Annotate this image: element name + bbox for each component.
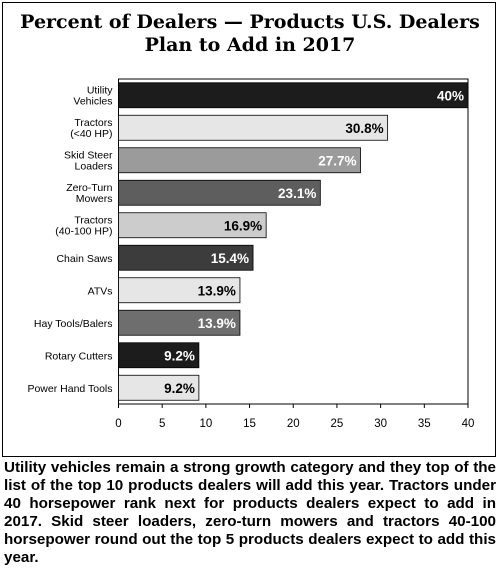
category-label-8: Hay Tools/Balers	[34, 318, 113, 330]
x-tick-label-6: 25	[331, 418, 344, 430]
bar-2	[118, 114, 389, 141]
bar-3	[118, 147, 361, 174]
category-label-4-line-2: Mowers	[76, 193, 113, 205]
category-label-7: ATVs	[88, 285, 113, 297]
bar-4	[118, 179, 321, 206]
category-label-9: Rotary Cutters	[45, 350, 113, 362]
category-label-1-line-1: Utility	[87, 84, 113, 96]
x-tick-label-5: 20	[287, 418, 300, 430]
data-label-6: 15.4%	[211, 251, 249, 266]
data-label-7: 13.9%	[198, 283, 236, 298]
bar-9	[118, 342, 200, 369]
x-tick-label-7: 30	[374, 418, 387, 430]
x-tick-label-1: 0	[115, 418, 121, 430]
x-tick-label-9: 40	[462, 418, 475, 430]
data-label-10: 9.2%	[164, 381, 195, 396]
chart-title: Percent of Dealers — Products U.S. Deale…	[3, 11, 497, 57]
bar-1	[118, 82, 469, 109]
data-label-1: 40%	[437, 88, 464, 103]
bar-7	[118, 277, 241, 304]
data-label-8: 13.9%	[198, 316, 236, 331]
category-label-10: Power Hand Tools	[27, 383, 112, 395]
data-label-4: 23.1%	[278, 186, 316, 201]
chart-frame: Percent of Dealers — Products U.S. Deale…	[2, 2, 496, 457]
bar-10	[118, 374, 200, 401]
category-label-2-line-1: Tractors	[74, 117, 112, 129]
category-label-5-line-2: (40-100 HP)	[55, 225, 112, 237]
category-label-3-line-2: Loaders	[75, 160, 113, 172]
category-label-2-line-2: (<40 HP)	[70, 128, 112, 140]
x-tick-label-2: 5	[159, 418, 165, 430]
category-label-4-line-1: Zero-Turn	[66, 182, 112, 194]
category-label-4: Zero-Turn Mowers	[66, 182, 112, 205]
category-label-5: Tractors (40-100 HP)	[55, 214, 112, 237]
category-label-3: Skid Steer Loaders	[64, 149, 113, 172]
bar-8	[118, 309, 241, 336]
x-tick-label-8: 35	[418, 418, 431, 430]
data-label-3: 27.7%	[318, 153, 356, 168]
data-label-5: 16.9%	[224, 218, 262, 233]
category-label-2: Tractors (<40 HP)	[70, 117, 112, 140]
data-label-9: 9.2%	[164, 348, 195, 363]
category-label-1: Utility Vehicles	[73, 84, 113, 107]
chart-caption: Utility vehicles remain a strong growth …	[4, 459, 496, 566]
x-tick-label-3: 10	[199, 418, 212, 430]
bar-6	[118, 244, 254, 271]
category-label-5-line-1: Tractors	[74, 214, 112, 226]
category-label-1-line-2: Vehicles	[73, 95, 112, 107]
chart-title-line-1: Percent of Dealers — Products U.S. Deale…	[20, 11, 480, 33]
data-label-2: 30.8%	[345, 121, 383, 136]
bar-5	[118, 212, 267, 239]
x-tick-label-4: 15	[243, 418, 256, 430]
category-label-3-line-1: Skid Steer	[64, 149, 113, 161]
category-label-6: Chain Saws	[56, 253, 112, 265]
chart-title-line-2: Plan to Add in 2017	[144, 34, 356, 56]
